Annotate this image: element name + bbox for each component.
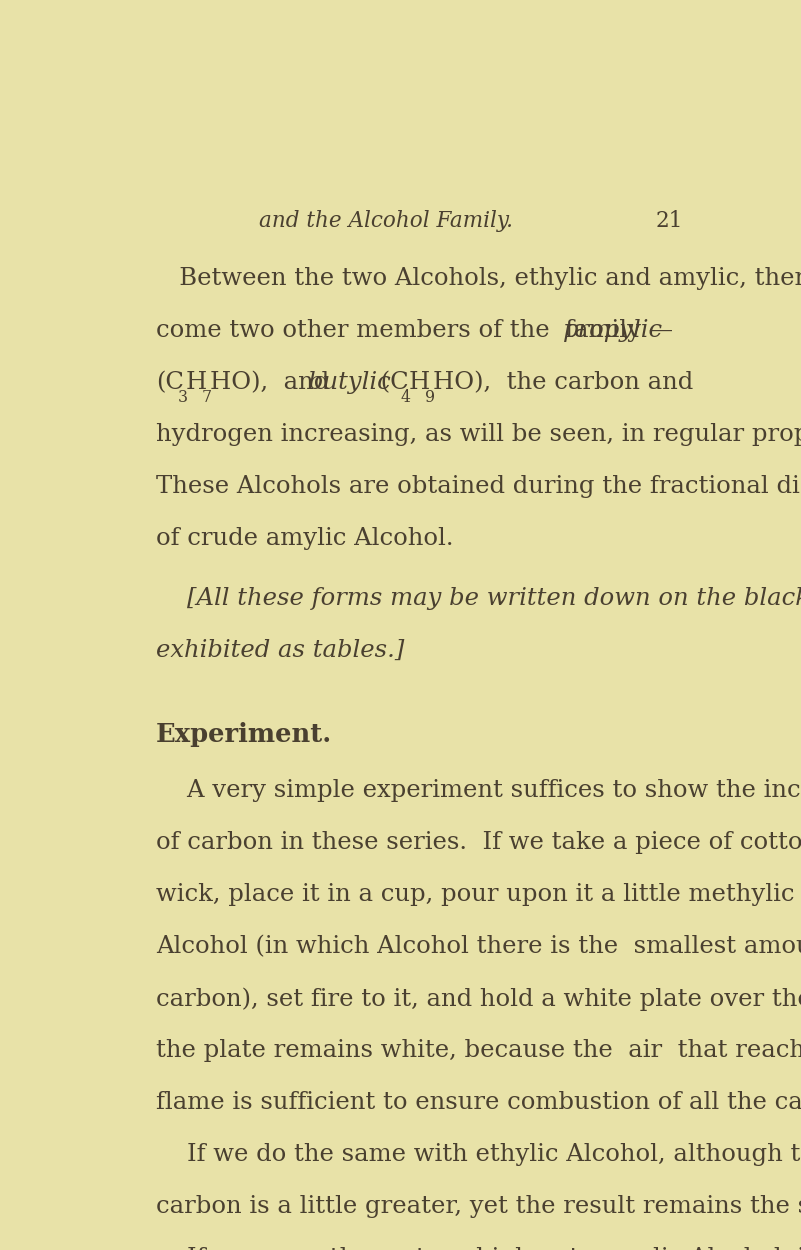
Text: 7: 7 (202, 389, 212, 406)
Text: the plate remains white, because the  air  that reaches the: the plate remains white, because the air… (156, 1039, 801, 1062)
Text: HO),  the carbon and: HO), the carbon and (433, 371, 693, 395)
Text: 3: 3 (178, 389, 187, 406)
Text: and the Alcohol Family.: and the Alcohol Family. (259, 210, 513, 231)
Text: 9: 9 (425, 389, 435, 406)
Text: Experiment.: Experiment. (156, 722, 332, 748)
Text: butylic: butylic (308, 371, 392, 395)
Text: (C: (C (373, 371, 409, 395)
Text: H: H (409, 371, 430, 395)
Text: A very simple experiment suffices to show the increase: A very simple experiment suffices to sho… (156, 780, 801, 802)
Text: If we move three steps higher, to amylic Alcohol, in which: If we move three steps higher, to amylic… (156, 1248, 801, 1250)
Text: come two other members of the  family —: come two other members of the family — (156, 320, 681, 342)
Text: carbon is a little greater, yet the result remains the same.: carbon is a little greater, yet the resu… (156, 1195, 801, 1219)
Text: [All these forms may be written down on the black-board or: [All these forms may be written down on … (156, 588, 801, 610)
Text: Between the two Alcohols, ethylic and amylic, there: Between the two Alcohols, ethylic and am… (156, 268, 801, 290)
Text: 21: 21 (656, 210, 683, 231)
Text: If we do the same with ethylic Alcohol, although the: If we do the same with ethylic Alcohol, … (156, 1144, 801, 1166)
Text: These Alcohols are obtained during the fractional distillation: These Alcohols are obtained during the f… (156, 475, 801, 499)
Text: of carbon in these series.  If we take a piece of cotton: of carbon in these series. If we take a … (156, 831, 801, 854)
Text: H: H (186, 371, 207, 395)
Text: of crude amylic Alcohol.: of crude amylic Alcohol. (156, 528, 453, 550)
Text: HO),  and: HO), and (210, 371, 337, 395)
Text: (C: (C (156, 371, 184, 395)
Text: Alcohol (in which Alcohol there is the  smallest amount of: Alcohol (in which Alcohol there is the s… (156, 935, 801, 959)
Text: hydrogen increasing, as will be seen, in regular proportion.: hydrogen increasing, as will be seen, in… (156, 424, 801, 446)
Text: carbon), set fire to it, and hold a white plate over the flame,: carbon), set fire to it, and hold a whit… (156, 988, 801, 1011)
Text: wick, place it in a cup, pour upon it a little methylic: wick, place it in a cup, pour upon it a … (156, 884, 795, 906)
Text: flame is sufficient to ensure combustion of all the carbon.: flame is sufficient to ensure combustion… (156, 1091, 801, 1114)
Text: 4: 4 (400, 389, 411, 406)
Text: propylic: propylic (563, 320, 663, 342)
Text: exhibited as tables.]: exhibited as tables.] (156, 639, 405, 662)
